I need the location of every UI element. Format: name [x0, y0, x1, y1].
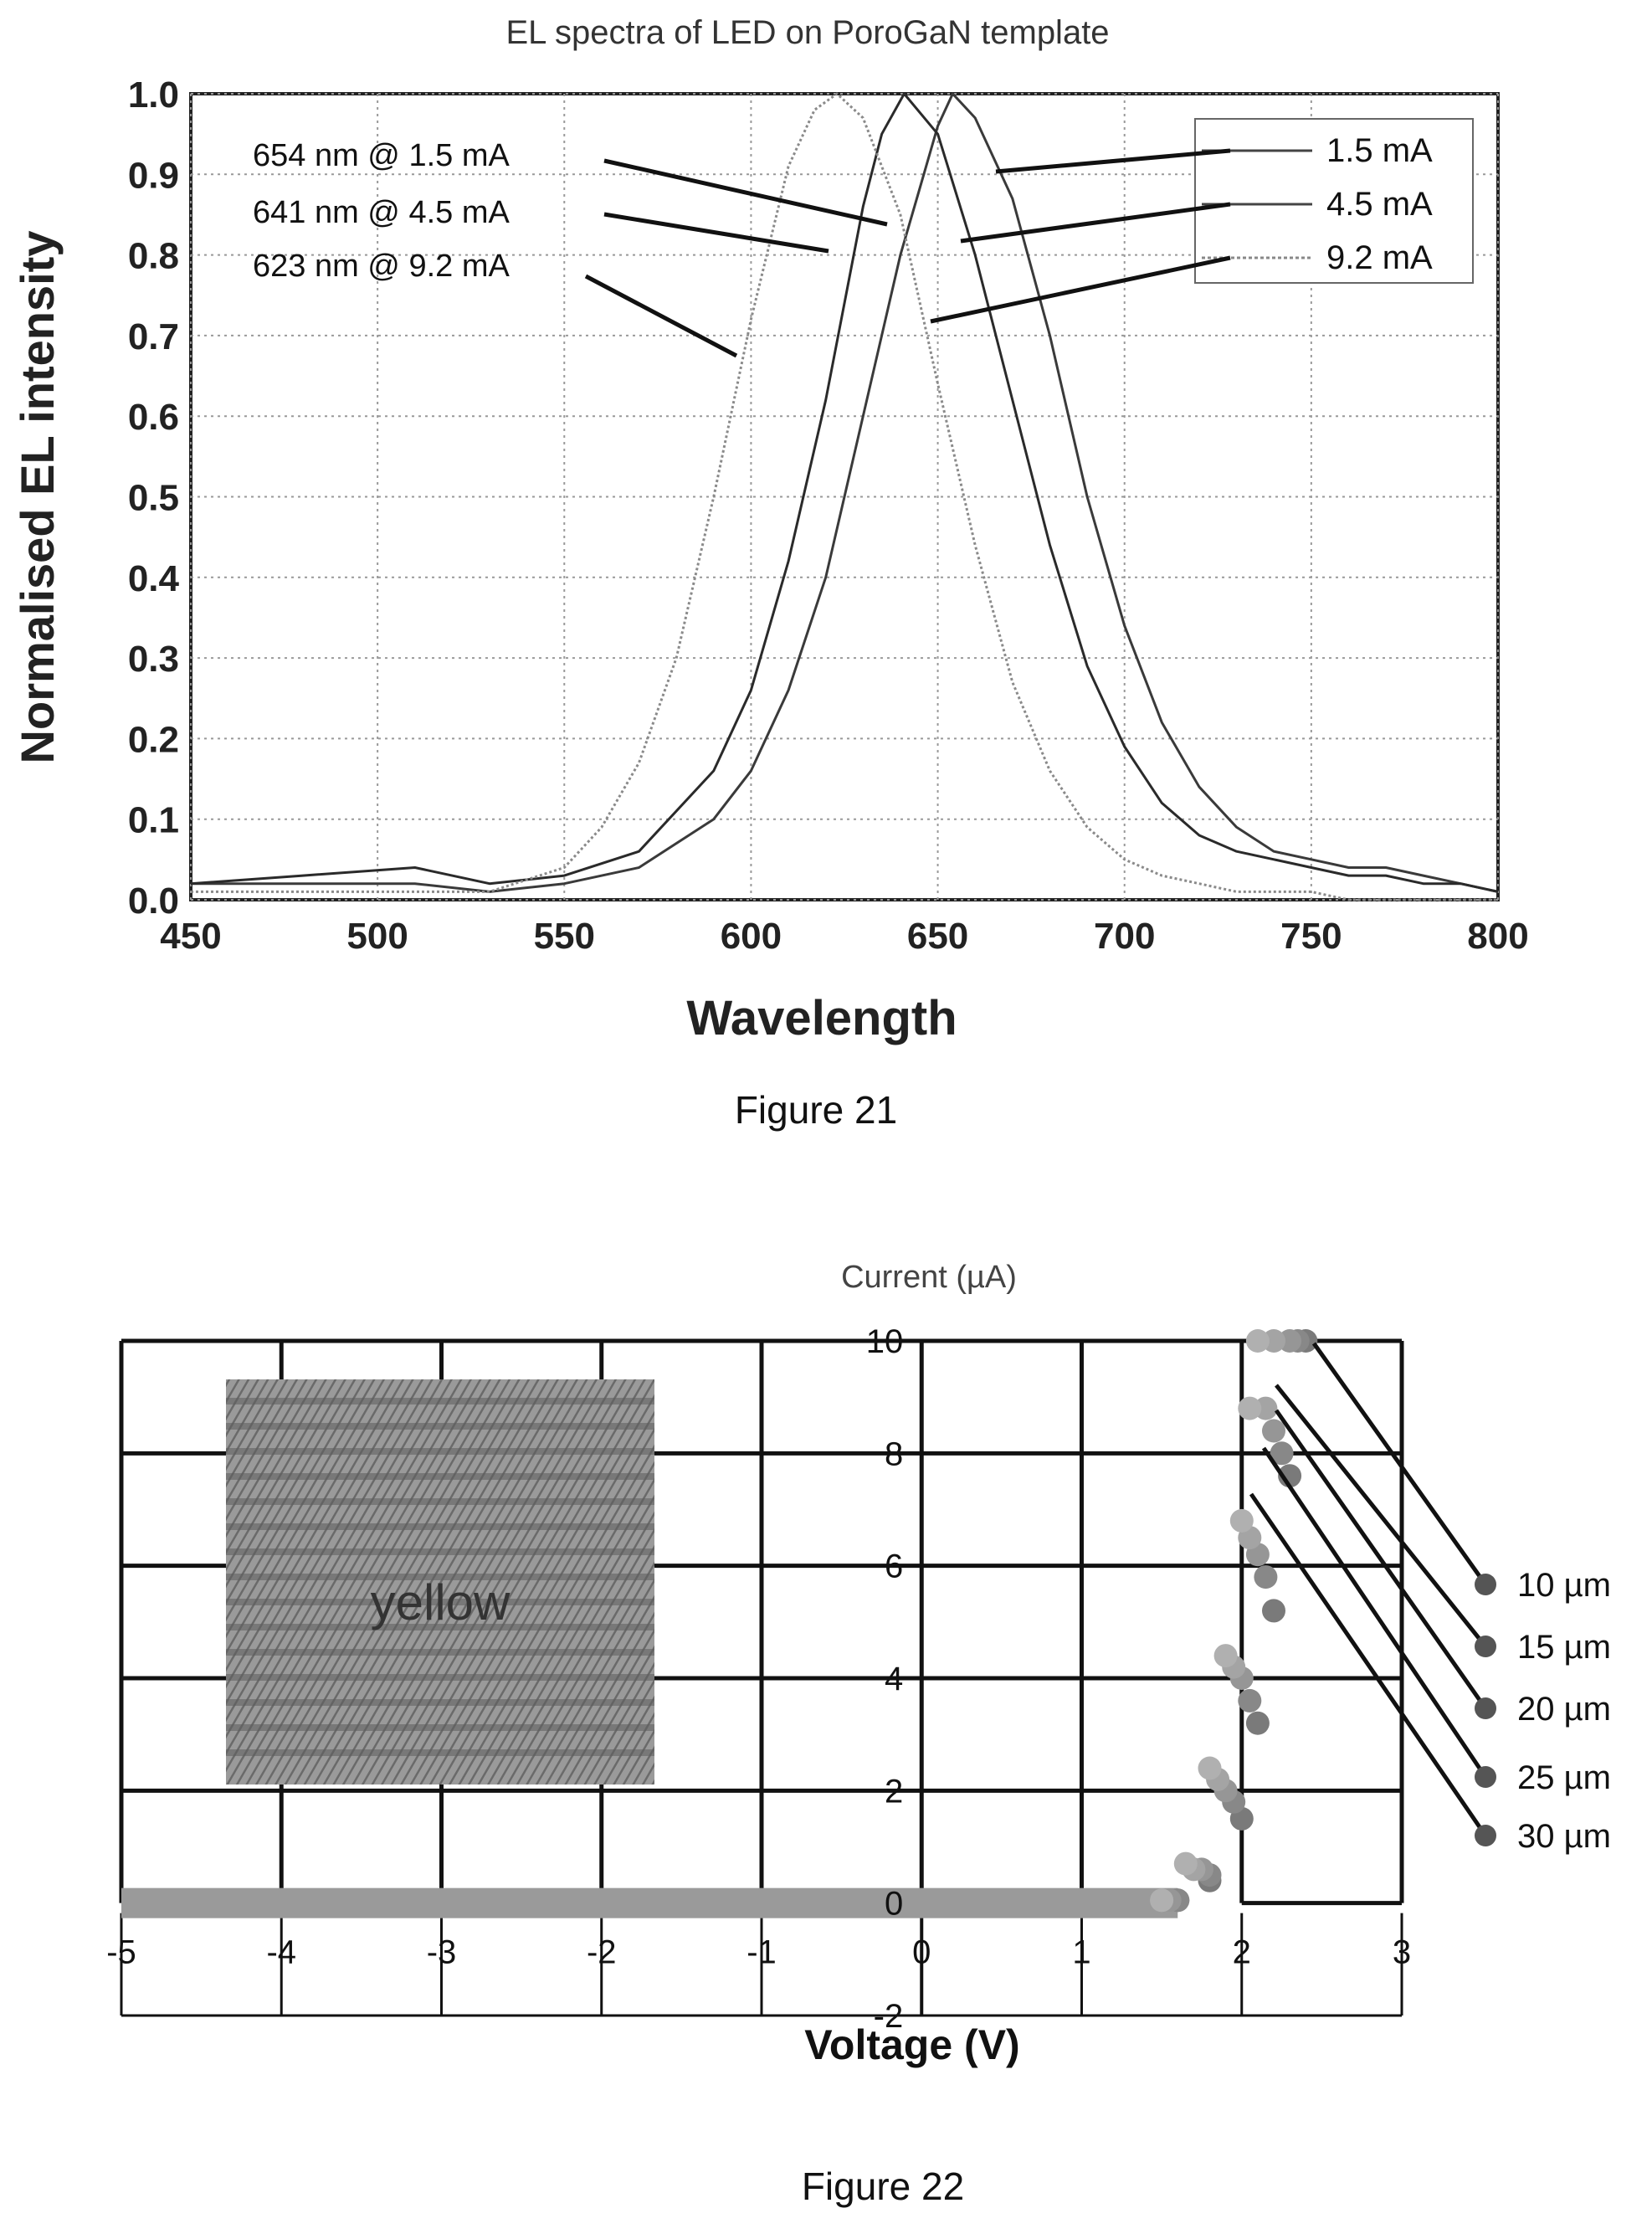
- x-tick-label: -2: [587, 1934, 617, 1971]
- series-points: [1150, 1329, 1318, 1913]
- annotation-623nm: 623 nm @ 9.2 mA: [253, 249, 510, 284]
- figure-caption: Figure 22: [802, 2165, 964, 2208]
- x-axis-label: Voltage (V): [804, 2021, 1019, 2068]
- inset-box: [226, 1379, 654, 1785]
- y-tick-label: 0.5: [128, 478, 179, 519]
- x-tick-label: -3: [427, 1934, 457, 1971]
- data-point: [1254, 1565, 1278, 1589]
- x-tick-label: 3: [1393, 1934, 1411, 1971]
- data-point: [1213, 1644, 1238, 1668]
- x-tick-labels: -5 -4 -3 -2 -1 0 1 2 3: [106, 1934, 1411, 1971]
- data-point: [1198, 1756, 1222, 1780]
- y-tick-labels: 0.0 0.1 0.2 0.3 0.4 0.5 0.6 0.7 0.8 0.9 1.0: [128, 74, 180, 922]
- data-point: [1173, 1851, 1198, 1876]
- x-tick-label: -4: [266, 1934, 296, 1971]
- y-tick-label: -2: [874, 1998, 904, 2035]
- x-tick-label: -5: [106, 1934, 136, 1971]
- legend-label: 4.5 mA: [1326, 186, 1433, 223]
- y-tick-label: 4: [885, 1661, 903, 1697]
- x-tick-label: 2: [1233, 1934, 1251, 1971]
- x-tick-label: 650: [907, 916, 968, 957]
- figure-caption: Figure 21: [735, 1088, 897, 1132]
- y-axis-label: Current (µA): [841, 1260, 1017, 1295]
- annotation-654nm: 654 nm @ 1.5 mA: [253, 138, 510, 173]
- x-tick-label: 700: [1094, 916, 1155, 957]
- series-line-3: [191, 92, 1498, 901]
- legend-label: 25 µm: [1517, 1759, 1611, 1796]
- y-tick-label: 6: [885, 1548, 903, 1585]
- x-axis-label: Wavelength: [686, 991, 957, 1045]
- grid: [190, 93, 1499, 901]
- y-tick-label: 0.8: [128, 236, 179, 277]
- legend-leaders: [930, 148, 1231, 324]
- legend-label: 10 µm: [1517, 1567, 1611, 1604]
- y-tick-label: 0.1: [128, 800, 179, 841]
- y-tick-label: 0.4: [128, 558, 180, 599]
- data-point: [1262, 1599, 1285, 1623]
- y-axis-label: Normalised EL intensity: [11, 231, 64, 764]
- annotation-leaders: [584, 158, 888, 358]
- x-tick-label: 750: [1280, 916, 1342, 957]
- x-tick-label: 0: [912, 1934, 931, 1971]
- chart-title: EL spectra of LED on PoroGaN template: [505, 14, 1109, 51]
- x-tick-label: 550: [534, 916, 595, 957]
- data-point: [1229, 1508, 1254, 1533]
- data-point: [1245, 1329, 1270, 1353]
- y-tick-label: 2: [885, 1773, 903, 1810]
- legend-endpoints: [1475, 1574, 1496, 1846]
- x-tick-label: 800: [1467, 916, 1528, 957]
- y-tick-label: 8: [885, 1435, 903, 1472]
- y-tick-label: 10: [866, 1323, 904, 1360]
- legend-entry-1-5ma: 1.5 mA: [1202, 132, 1433, 169]
- legend-label: 9.2 mA: [1326, 239, 1433, 276]
- inset-label: yellow: [371, 1574, 510, 1630]
- x-tick-label: -1: [746, 1934, 777, 1971]
- y-tick-label: 1.0: [128, 74, 179, 116]
- series-line-1: [191, 92, 1499, 893]
- data-point: [1238, 1396, 1262, 1420]
- y-tick-labels: -2 0 2 4 6 8 10: [866, 1323, 904, 2035]
- legend-label: 15 µm: [1517, 1629, 1611, 1666]
- x-tick-label: 500: [346, 916, 408, 957]
- data-point: [1245, 1711, 1270, 1735]
- annotation-641nm: 641 nm @ 4.5 mA: [253, 195, 510, 230]
- x-tick-labels: 450 500 550 600 650 700 750 800: [160, 916, 1528, 957]
- data-point: [1150, 1888, 1174, 1913]
- data-point: [1238, 1688, 1262, 1713]
- y-tick-label: 0.9: [128, 155, 179, 196]
- legend-box: [1194, 118, 1474, 284]
- x-tick-label: 600: [721, 916, 782, 957]
- y-tick-label: 0.6: [128, 397, 179, 438]
- y-tick-label: 0.3: [128, 639, 179, 680]
- figure-21: EL spectra of LED on PoroGaN template 0.…: [11, 14, 1529, 1132]
- y-tick-label: 0: [885, 1886, 903, 1923]
- inset-stripes: [226, 1398, 654, 1756]
- y-tick-label: 0.0: [128, 881, 179, 922]
- legend-entry-4-5ma: 4.5 mA: [1202, 186, 1433, 223]
- legend-label: 30 µm: [1517, 1818, 1611, 1855]
- legend-leaders: [1249, 1342, 1488, 1837]
- legend-label: 1.5 mA: [1326, 132, 1433, 169]
- data-point: [1270, 1441, 1294, 1466]
- x-tick-label: 1: [1072, 1934, 1090, 1971]
- y-tick-label: 0.2: [128, 719, 179, 760]
- zero-current-band: [121, 1887, 1178, 1918]
- y-tick-label: 0.7: [128, 316, 179, 357]
- legend-label: 20 µm: [1517, 1691, 1611, 1728]
- data-point: [1262, 1419, 1285, 1443]
- series-line-2: [190, 92, 1499, 893]
- series-lines: [190, 92, 1499, 901]
- x-tick-label: 450: [160, 916, 221, 957]
